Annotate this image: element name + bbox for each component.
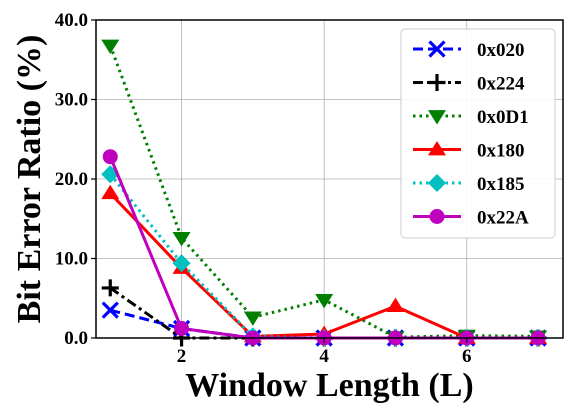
legend-label-0x020: 0x020 [477,40,525,61]
data-point-0x180 [101,184,120,200]
x-tick-label: 6 [462,346,472,367]
legend-item-0x0d1: 0x0D1 [413,107,529,128]
y-tick-label: 0.0 [64,328,88,349]
y-tick-label: 40.0 [55,10,88,31]
series-0x0d1 [101,39,548,346]
y-tick-label: 20.0 [55,169,88,190]
data-point-0x0d1 [101,39,120,54]
legend-marker-0x22a [429,209,445,224]
legend-label-0x22a: 0x22A [477,208,529,229]
data-point-0x020 [101,301,119,319]
data-point-0x224 [101,279,119,297]
legend-item-0x020: 0x020 [413,40,525,61]
legend-label-0x185: 0x185 [477,174,525,195]
y-tick-label: 10.0 [55,249,88,270]
legend: 0x020 0x224 0x0D1 0x180 0x185 0x22A [400,28,556,239]
x-axis-title: Window Length (L) [185,367,473,404]
data-point-0x22a [174,320,190,336]
x-tick-label: 2 [177,346,187,367]
x-tick-label: 4 [319,346,329,367]
data-point-0x22a [102,149,118,165]
legend-label-0x180: 0x180 [477,141,525,162]
legend-item-0x224: 0x224 [413,74,525,95]
data-point-0x0d1 [172,231,191,247]
legend-item-0x22a: 0x22A [413,208,529,229]
legend-label-0x0d1: 0x0D1 [477,107,529,128]
data-point-0x185 [172,254,191,273]
y-tick-label: 30.0 [55,90,88,111]
legend-marker-0x185 [428,174,446,192]
data-point-0x0d1 [243,311,262,326]
legend-marker-0x0d1 [428,110,446,125]
legend-label-0x224: 0x224 [477,74,525,95]
legend-marker-0x224 [428,74,446,91]
y-axis-title: Bit Error Ratio (%) [11,35,48,324]
data-point-0x0d1 [315,293,334,309]
legend-marker-0x180 [428,140,446,156]
data-point-0x180 [386,297,405,313]
legend-item-0x185: 0x185 [413,174,525,195]
axis-ticks: 0.0 10.0 20.0 30.0 40.0 2 4 6 [55,10,472,367]
legend-item-0x180: 0x180 [413,141,525,162]
legend-marker-0x020 [428,40,446,58]
